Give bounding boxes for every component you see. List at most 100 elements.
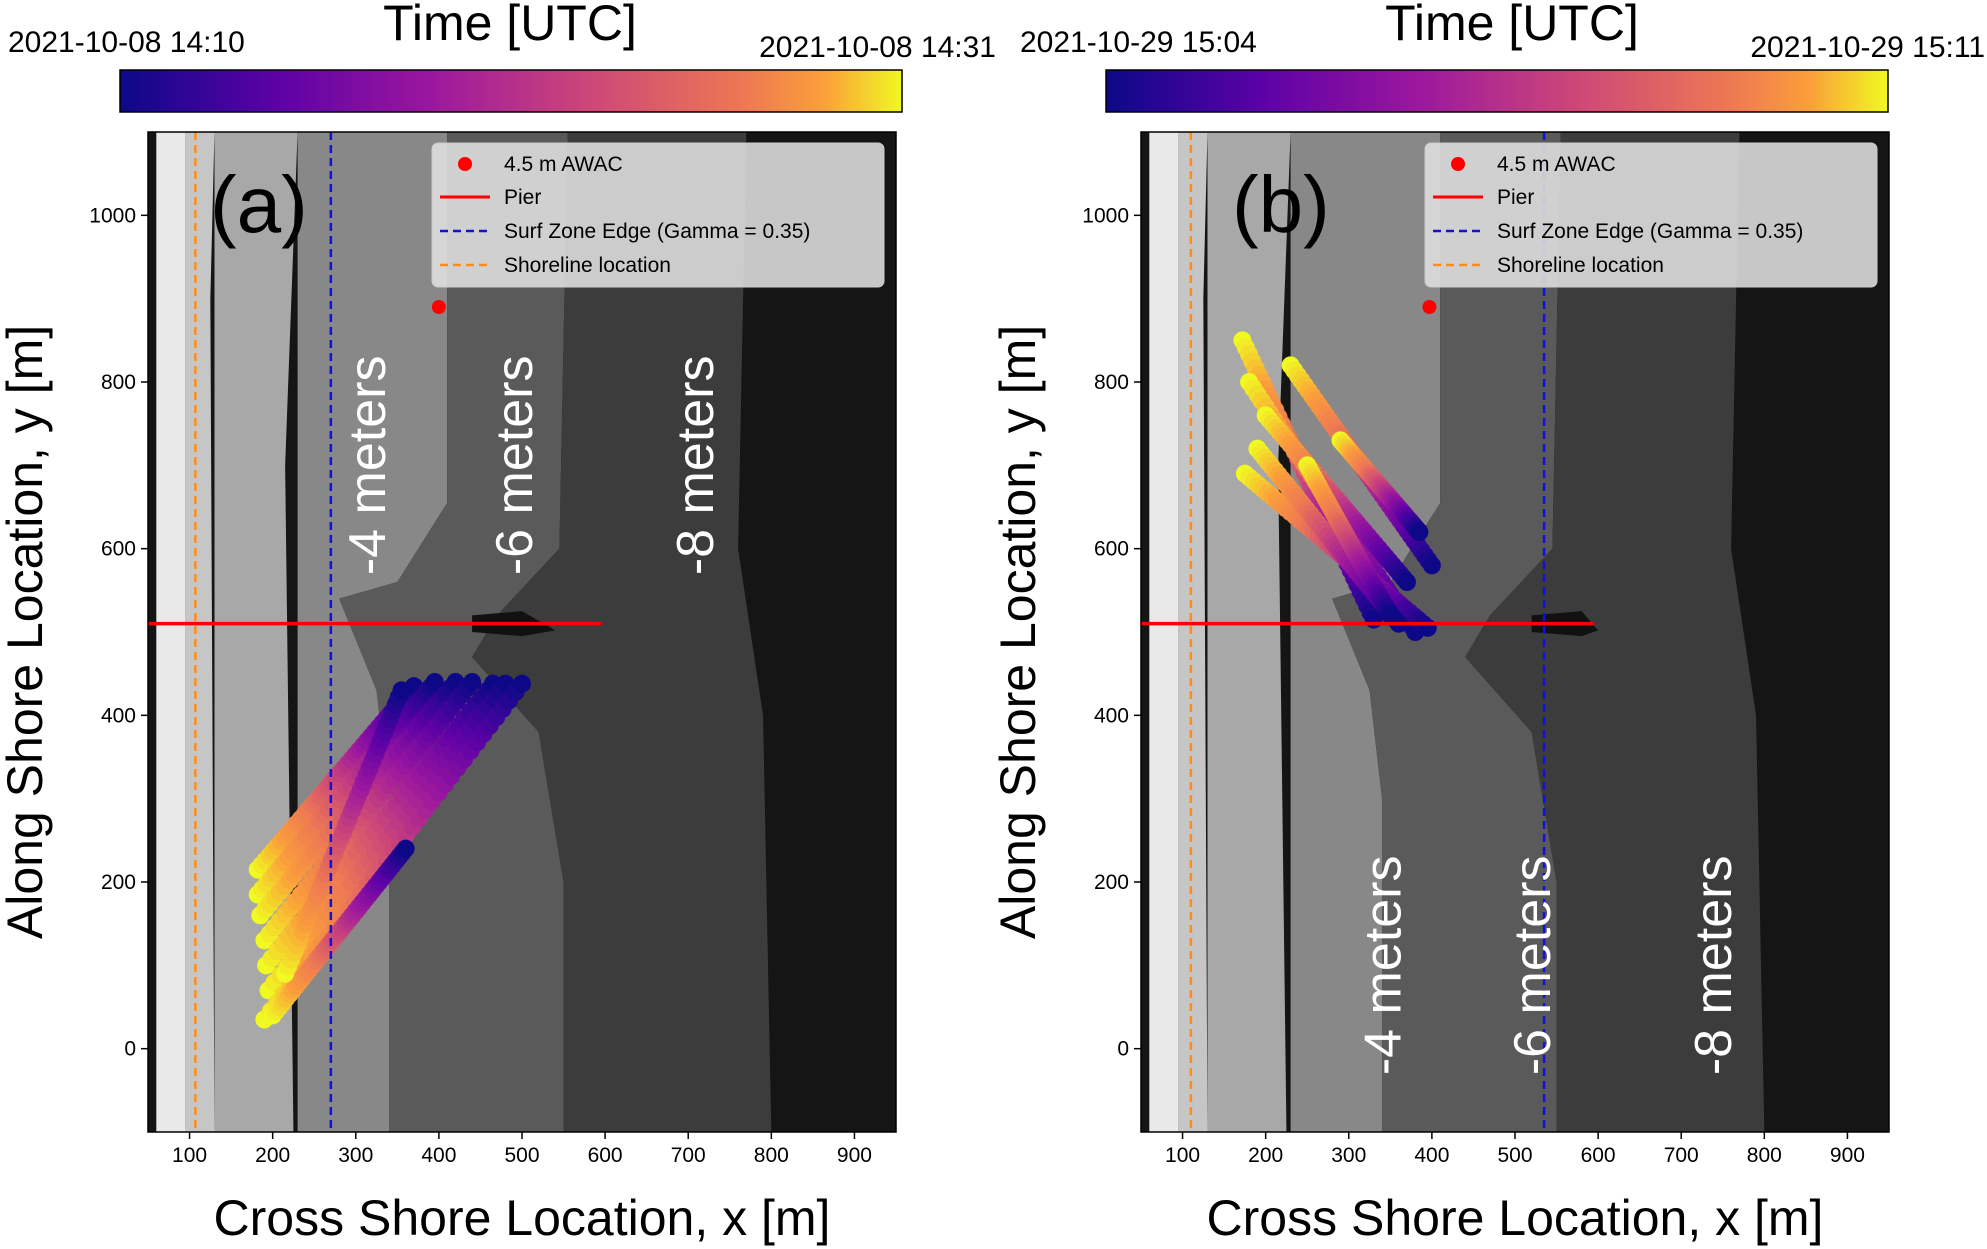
x-tick-label: 800 [1747,1144,1782,1167]
depth-band [185,132,215,1132]
reference-lines-a [148,132,601,1132]
depth-band [1207,132,1291,1132]
track-point [396,839,415,858]
x-tick-label: 500 [504,1144,539,1167]
track-point [1410,523,1429,541]
legend-entry-awac: 4.5 m AWAC [504,153,623,176]
depth-band [472,132,772,1132]
colorbar-gradient-b [1105,69,1889,113]
colorbar-b: Time [UTC] 2021-10-29 15:04 2021-10-29 1… [1020,0,1985,113]
x-tick-label: 900 [837,1144,872,1167]
colorbar-title-a: Time [UTC] [383,0,637,51]
track-point [1418,618,1437,637]
x-tick-label: 400 [1414,1144,1449,1167]
colorbar-title-b: Time [UTC] [1385,0,1639,51]
x-axis-label-b: Cross Shore Location, x [m] [1207,1190,1824,1246]
x-tick-label: 400 [421,1144,456,1167]
track-point [1397,573,1416,591]
y-tick-label: 0 [124,1038,136,1061]
depth-label: -8 meters [667,356,725,576]
awac-marker [431,300,446,314]
colorbar-a: Time [UTC] 2021-10-08 14:10 2021-10-08 1… [8,0,996,113]
panel-b: -4 meters -6 meters -8 meters 100 200 300 400… [990,0,1985,1246]
y-tick-label: 0 [1117,1038,1129,1061]
y-ticks-a: 0 200 400 600 800 1000 [89,204,148,1061]
panel-a: -4 meters -6 meters -8 meters 100 200 300 400… [0,0,996,1246]
y-axis-label-b: Along Shore Location, y [m] [990,325,1046,939]
tracks-a [248,673,531,1029]
legend-entry-pier: Pier [1497,186,1534,209]
x-tick-label: 300 [1331,1144,1366,1167]
x-tick-label: 700 [671,1144,706,1167]
legend-entry-surf-zone: Surf Zone Edge (Gamma = 0.35) [504,220,810,243]
depth-labels-a: -4 meters -6 meters -8 meters [339,356,725,576]
track-point [513,674,531,693]
track-point [425,673,444,691]
legend-entry-shoreline: Shoreline location [1497,254,1664,277]
tracks-b [1233,331,1441,641]
x-tick-label: 600 [588,1144,623,1167]
x-tick-label: 100 [1165,1144,1200,1167]
y-axis-label-a: Along Shore Location, y [m] [0,325,53,939]
track-point [392,681,411,700]
depth-label: -8 meters [1685,856,1743,1076]
y-tick-label: 200 [1094,871,1129,894]
depth-label: -6 meters [486,356,544,576]
depth-band [1149,132,1179,1132]
depth-band [1332,132,1561,1132]
panel-label-a: (a) [210,160,308,249]
y-tick-label: 600 [1094,538,1129,561]
panel-label-b: (b) [1232,160,1330,249]
y-tick-label: 1000 [1082,204,1129,227]
colorbar-min-label-b: 2021-10-29 15:04 [1020,26,1257,59]
legend-entry-shoreline: Shoreline location [504,254,671,277]
x-tick-label: 700 [1664,1144,1699,1167]
legend-entry-pier: Pier [504,186,541,209]
legend-box-b [1424,142,1878,288]
track-point [1381,606,1400,625]
x-tick-label: 200 [1248,1144,1283,1167]
x-tick-label: 900 [1830,1144,1865,1167]
legend-a: 4.5 m AWAC Pier Surf Zone Edge (Gamma = … [431,142,885,288]
x-tick-label: 200 [255,1144,290,1167]
track-point [1422,556,1441,575]
depth-label: -4 meters [1354,856,1412,1076]
legend-awac-marker [1451,157,1465,171]
depth-labels-b: -4 meters -6 meters -8 meters [1354,856,1743,1076]
depth-band [156,132,186,1132]
y-tick-label: 400 [101,704,136,727]
y-tick-label: 1000 [89,204,136,227]
legend-b: 4.5 m AWAC Pier Surf Zone Edge (Gamma = … [1424,142,1878,288]
depth-label: -6 meters [1504,856,1562,1076]
colorbar-max-label-a: 2021-10-08 14:31 [759,31,996,64]
awac-marker [1422,300,1437,314]
depth-band [1290,132,1441,1132]
x-tick-label: 500 [1497,1144,1532,1167]
track-point [463,673,482,691]
x-tick-label: 600 [1581,1144,1616,1167]
y-tick-label: 400 [1094,704,1129,727]
legend-entry-awac: 4.5 m AWAC [1497,153,1616,176]
colorbar-gradient-a [119,69,903,113]
colorbar-min-label-a: 2021-10-08 14:10 [8,26,245,59]
legend-awac-marker [458,157,472,171]
y-tick-label: 600 [101,538,136,561]
x-ticks-b: 100 200 300 400 500 600 700 800 900 [1165,1132,1865,1167]
x-axis-label-a: Cross Shore Location, x [m] [214,1190,831,1246]
y-tick-label: 800 [101,371,136,394]
reference-lines-b [1141,132,1594,1132]
y-ticks-b: 0 200 400 600 800 1000 [1082,204,1141,1061]
x-tick-label: 300 [338,1144,373,1167]
depth-label: -4 meters [339,356,397,576]
depth-band [1465,132,1765,1132]
y-tick-label: 200 [101,871,136,894]
depth-band [1178,132,1208,1132]
legend-box-a [431,142,885,288]
x-tick-label: 800 [754,1144,789,1167]
y-tick-label: 800 [1094,371,1129,394]
legend-entry-surf-zone: Surf Zone Edge (Gamma = 0.35) [1497,220,1803,243]
x-ticks-a: 100 200 300 400 500 600 700 800 900 [172,1132,872,1167]
depth-band [339,132,568,1132]
x-tick-label: 100 [172,1144,207,1167]
